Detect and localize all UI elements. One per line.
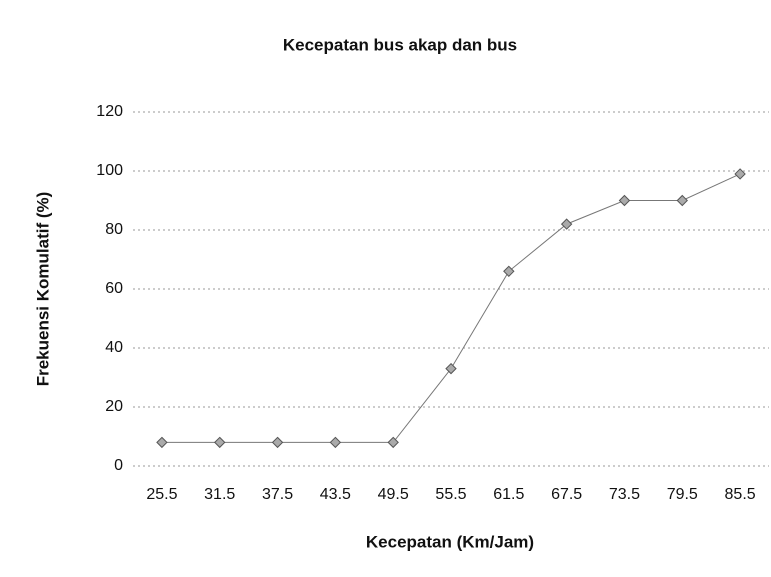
chart-title: Kecepatan bus akap dan bus xyxy=(283,35,517,54)
x-tick-label: 37.5 xyxy=(262,486,293,503)
data-point xyxy=(329,436,342,449)
data-point xyxy=(214,436,226,449)
y-tick-label: 0 xyxy=(114,457,123,474)
y-tick-label: 40 xyxy=(105,339,123,356)
data-line xyxy=(161,173,741,443)
x-tick-label: 49.5 xyxy=(378,486,409,503)
x-tick-label: 25.5 xyxy=(146,486,177,503)
y-tick-label: 100 xyxy=(96,162,123,179)
x-tick-label: 67.5 xyxy=(551,486,582,503)
data-point xyxy=(271,436,284,449)
data-point xyxy=(560,218,573,230)
x-tick-label: 73.5 xyxy=(609,486,640,503)
data-point xyxy=(503,265,515,278)
data-point xyxy=(734,168,746,180)
y-axis-title: Frekuensi Komulatif (%) xyxy=(33,192,52,387)
x-tick-label: 61.5 xyxy=(493,486,524,503)
data-point xyxy=(618,194,631,207)
x-tick-label: 79.5 xyxy=(667,486,698,503)
y-tick-label: 60 xyxy=(105,280,123,297)
data-point xyxy=(445,362,457,375)
x-tick-label: 31.5 xyxy=(204,486,235,503)
data-point xyxy=(387,436,399,449)
x-tick-label: 43.5 xyxy=(320,486,351,503)
x-axis-title: Kecepatan (Km/Jam) xyxy=(366,532,534,551)
y-tick-label: 120 xyxy=(96,103,123,120)
x-tick-label: 85.5 xyxy=(725,486,756,503)
data-point xyxy=(156,436,168,449)
data-point xyxy=(676,194,688,207)
x-tick-label: 55.5 xyxy=(435,486,466,503)
y-tick-label: 80 xyxy=(105,221,123,238)
y-tick-label: 20 xyxy=(105,398,123,415)
